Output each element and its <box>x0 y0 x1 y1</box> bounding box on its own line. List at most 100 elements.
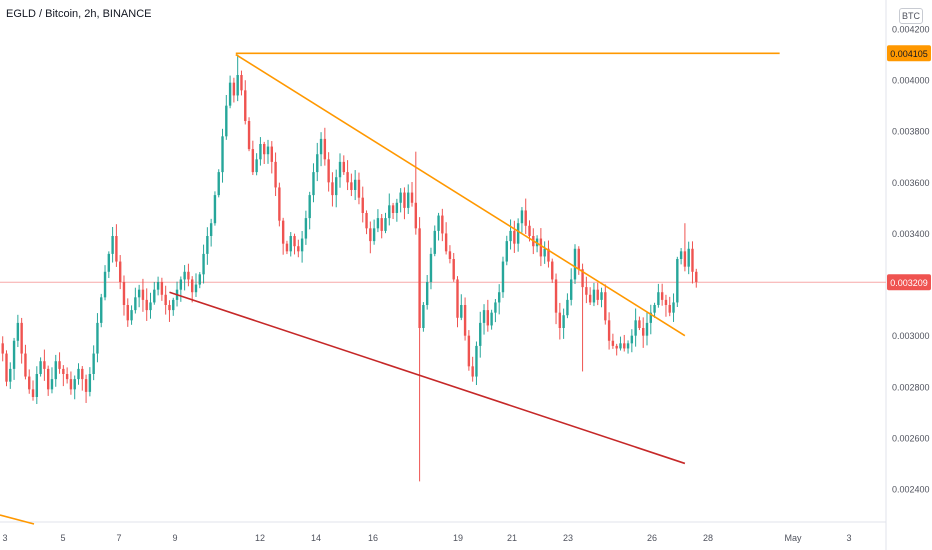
candle <box>24 344 27 380</box>
candle-body <box>179 279 183 290</box>
candle <box>12 337 16 380</box>
candle-body <box>471 366 474 377</box>
candle-body <box>153 289 156 303</box>
candle <box>384 212 387 234</box>
candle-body <box>225 105 228 137</box>
candle-body <box>600 292 603 300</box>
candle <box>149 292 152 319</box>
candle <box>414 151 418 235</box>
candle <box>342 155 345 175</box>
candle-body <box>433 230 436 254</box>
candle <box>551 258 554 283</box>
candle <box>145 288 148 321</box>
candle-body <box>50 379 54 390</box>
candle-body <box>289 236 292 252</box>
candle <box>501 256 505 298</box>
candle <box>28 369 31 394</box>
candle <box>228 75 232 109</box>
candle <box>441 208 444 242</box>
candle <box>497 284 501 315</box>
candle <box>642 317 645 348</box>
candle <box>270 141 273 174</box>
candle <box>395 198 399 222</box>
candle <box>573 244 577 284</box>
candle <box>429 247 433 290</box>
candle <box>437 212 440 241</box>
candle <box>153 281 156 305</box>
candle-body <box>588 294 592 303</box>
time-tick-label: 23 <box>563 533 573 543</box>
candle-body <box>570 279 573 300</box>
candle <box>316 142 319 182</box>
candle-body <box>607 320 611 341</box>
candle-body <box>581 269 584 288</box>
candle <box>191 276 194 303</box>
candle-body <box>604 292 607 321</box>
candle <box>54 354 57 387</box>
time-tick-label: 3 <box>2 533 7 543</box>
candle-body <box>619 343 622 349</box>
candle <box>247 117 251 152</box>
candle-body <box>388 205 391 219</box>
candle <box>297 239 300 258</box>
candle-body <box>653 305 656 313</box>
candle <box>259 137 262 166</box>
candle-body <box>77 368 80 380</box>
candle-body <box>134 297 137 311</box>
candle-body <box>547 248 550 262</box>
candle-body <box>418 228 421 328</box>
candle-body <box>350 182 353 190</box>
candle <box>263 141 266 164</box>
candle <box>638 316 641 331</box>
candle-body <box>244 90 247 121</box>
candle-body <box>524 210 527 226</box>
candle <box>141 278 145 312</box>
candle-body <box>585 287 588 295</box>
price-tick-label: 0.003000 <box>892 331 930 341</box>
candle-body <box>490 312 493 326</box>
candle-body <box>168 305 171 311</box>
candle-body <box>467 335 471 367</box>
candle <box>539 228 543 267</box>
candle <box>100 293 103 328</box>
candle-body <box>509 230 512 242</box>
candle-body <box>198 274 201 285</box>
currency-badge[interactable]: BTC <box>899 8 923 24</box>
candle <box>221 128 224 183</box>
time-tick-label: 21 <box>507 533 517 543</box>
candle <box>494 299 497 323</box>
level-price-tag <box>887 45 931 62</box>
candle <box>194 273 198 297</box>
candle-body <box>338 161 342 178</box>
candle-body <box>255 159 258 173</box>
candle <box>96 313 99 363</box>
candle-body <box>630 335 634 344</box>
candle-body <box>626 343 630 349</box>
candle <box>58 352 61 374</box>
candle-body <box>187 271 190 280</box>
candle-body <box>194 284 198 293</box>
candle-body <box>410 192 414 203</box>
candle-body <box>145 299 148 311</box>
candle-body <box>486 310 490 326</box>
candle <box>289 232 292 257</box>
candle-body <box>319 138 323 155</box>
candle <box>331 172 334 207</box>
candle <box>626 340 630 354</box>
candle-body <box>638 320 641 328</box>
candle-body <box>209 223 213 236</box>
candle <box>206 227 209 265</box>
candle <box>130 305 133 325</box>
candle <box>39 357 42 377</box>
candle <box>183 265 186 291</box>
candle-body <box>634 320 637 336</box>
candle <box>266 139 270 164</box>
candle <box>232 77 236 103</box>
last-price-text: 0.003209 <box>890 278 928 288</box>
price-tick-label: 0.004200 <box>892 25 930 35</box>
candle <box>361 186 364 223</box>
candle-body <box>126 305 129 321</box>
candle-body <box>12 340 16 369</box>
candle <box>422 302 425 332</box>
